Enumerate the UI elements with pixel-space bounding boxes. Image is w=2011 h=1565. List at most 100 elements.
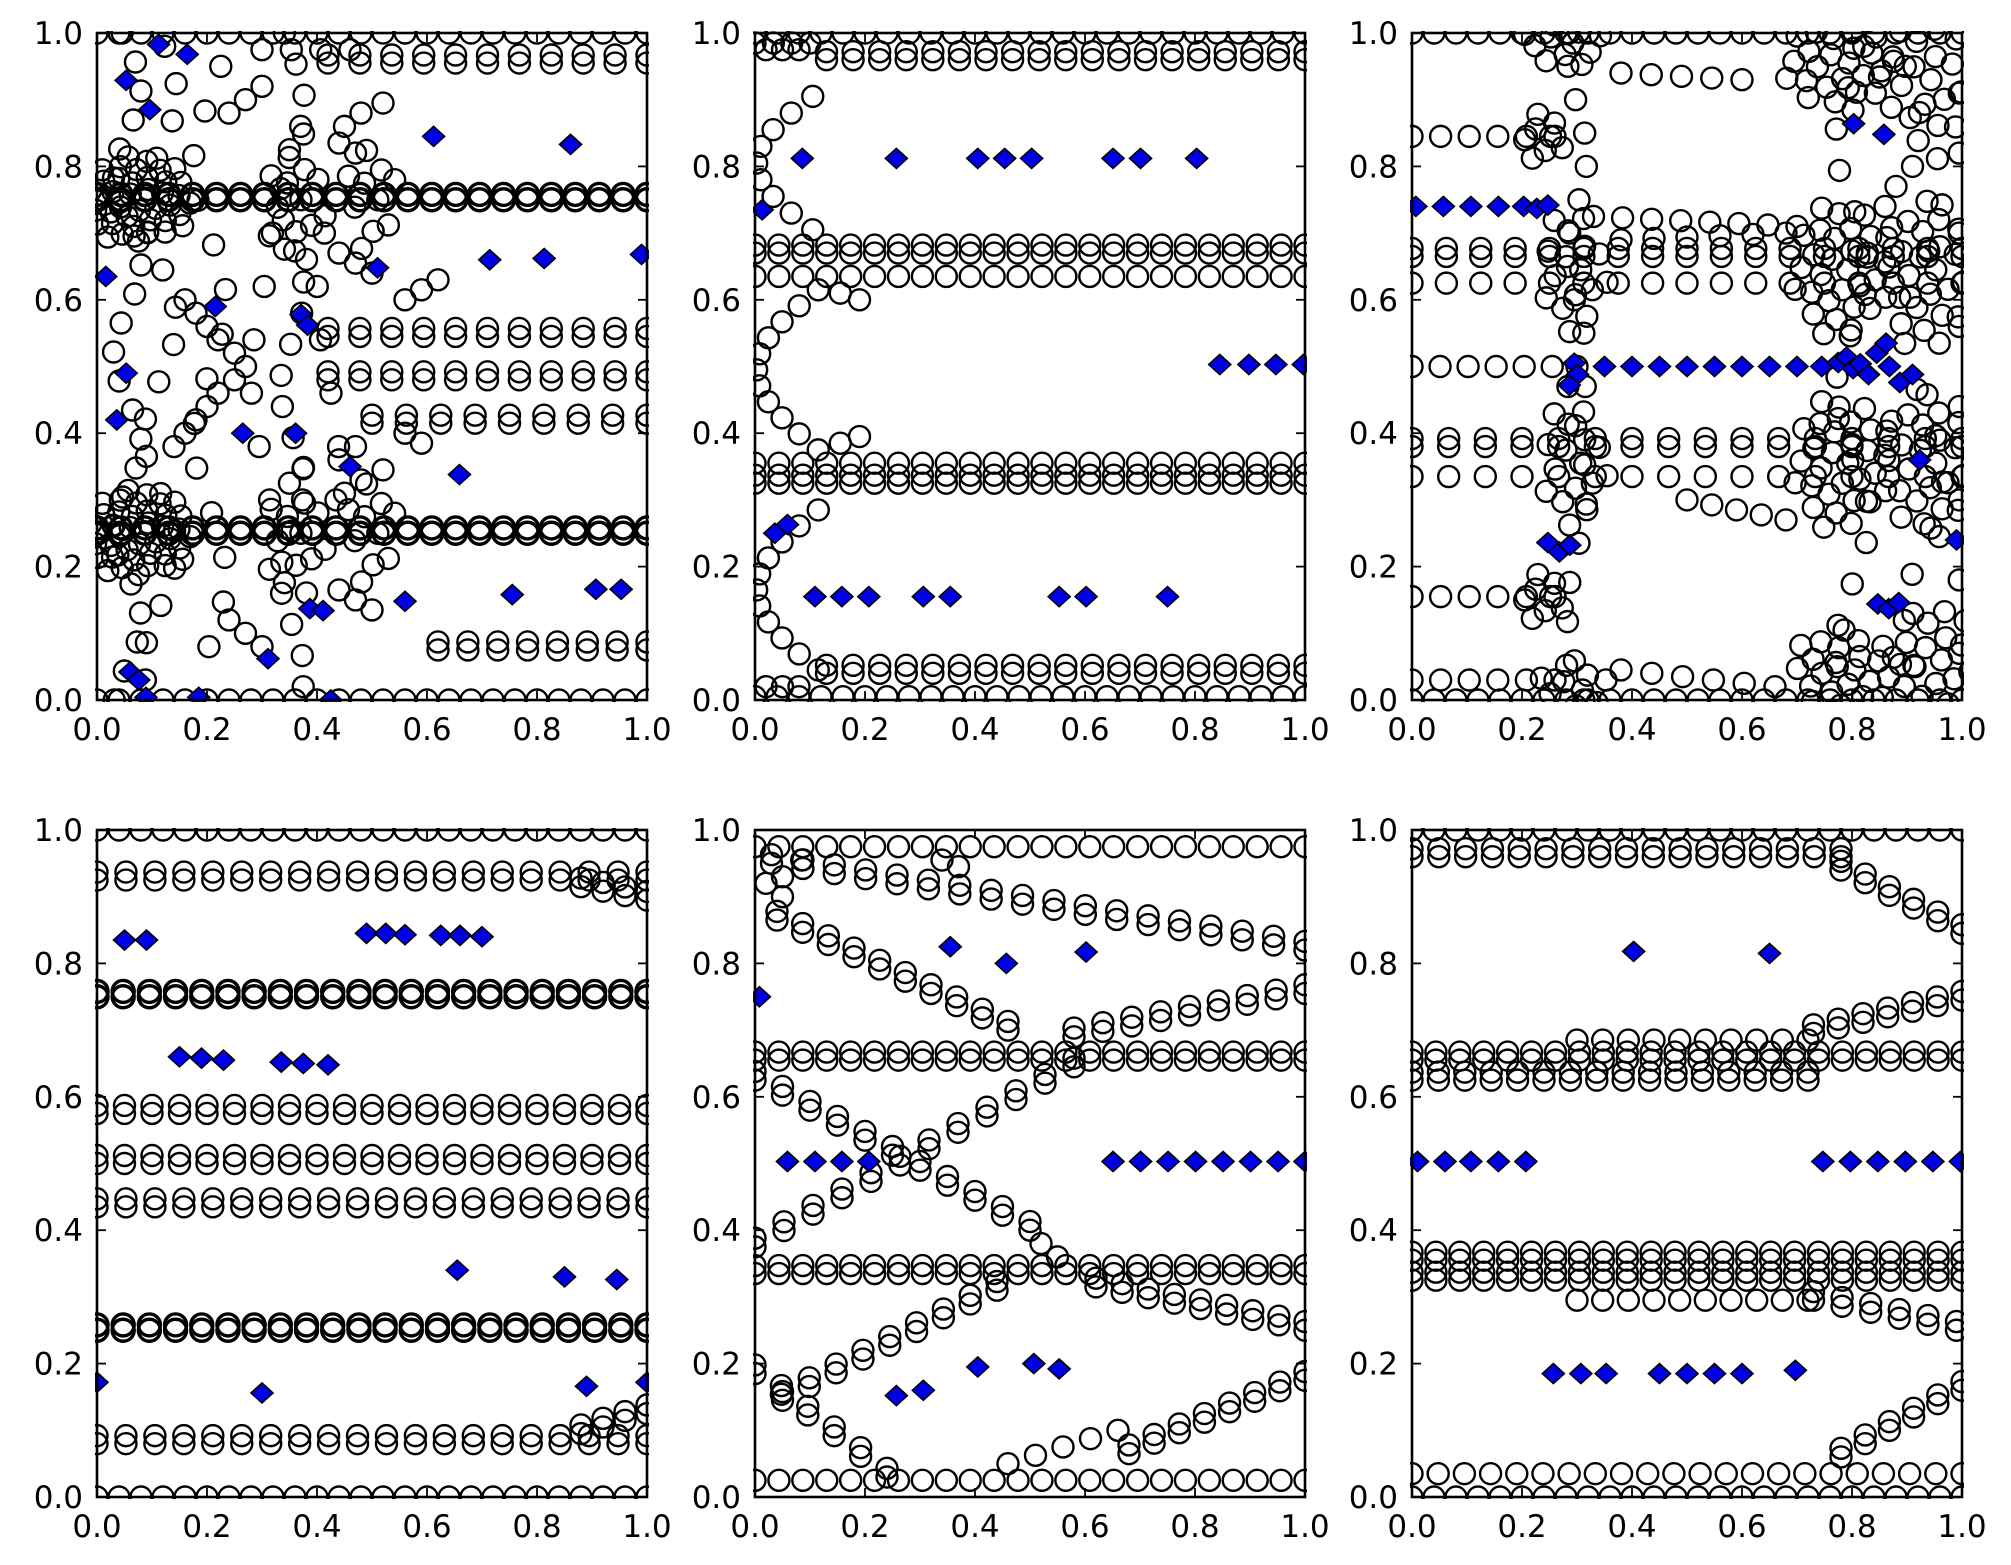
x-tick-label: 0.8 bbox=[1827, 1509, 1876, 1545]
x-tick-label: 1.0 bbox=[1937, 712, 1986, 748]
y-tick-label: 0.6 bbox=[1349, 283, 1398, 319]
y-tick-label: 0.2 bbox=[34, 550, 83, 586]
subplot-top-middle: 0.00.0 0.2 0.2 0.4 0.4 0.6 0.6 0.8 0.8 1.0 1.0 bbox=[692, 16, 1330, 748]
plot-area-top-right bbox=[1410, 31, 1964, 702]
y-tick-label: 1.0 bbox=[692, 813, 741, 849]
x-tick-label: 0.0 bbox=[72, 712, 121, 748]
x-tick-label: 0.2 bbox=[1497, 712, 1546, 748]
diamond-markers-series bbox=[1410, 940, 1964, 1385]
y-tick-label: 1.0 bbox=[1349, 813, 1398, 849]
tick-marks bbox=[96, 32, 648, 701]
y-tick-label: 0.4 bbox=[34, 416, 83, 452]
x-tick-label: 0.4 bbox=[292, 712, 341, 748]
axes-frame bbox=[753, 828, 1307, 1499]
axes-frame bbox=[95, 828, 649, 1499]
y-tick-label: 0.0 bbox=[34, 1480, 83, 1516]
diamond-markers-series bbox=[95, 922, 649, 1405]
plot-area-bottom-left bbox=[95, 828, 649, 1499]
x-tick-label: 0.0 bbox=[1387, 1509, 1436, 1545]
tick-marks bbox=[1411, 829, 1963, 1498]
y-tick-label: 0.6 bbox=[692, 1080, 741, 1116]
y-tick-label: 0.6 bbox=[692, 283, 741, 319]
bold-circle-markers-series bbox=[95, 978, 649, 1343]
diamond-markers-series bbox=[753, 147, 1307, 608]
subplot-bottom-left: 0.00.0 0.2 0.2 0.4 0.4 0.6 0.6 0.8 0.8 1.0 1.0 bbox=[34, 813, 672, 1545]
y-tick-label: 0.8 bbox=[34, 149, 83, 185]
x-tick-label: 0.2 bbox=[182, 1509, 231, 1545]
x-tick-label: 0.8 bbox=[512, 1509, 561, 1545]
x-tick-label: 0.6 bbox=[1717, 712, 1766, 748]
y-tick-label: 0.0 bbox=[1349, 683, 1398, 719]
tick-labels: 0.00.0 0.2 0.2 0.4 0.4 0.6 0.6 0.8 0.8 1.0 1.0 bbox=[34, 16, 672, 748]
subplot-bottom-middle: 0.00.0 0.2 0.2 0.4 0.4 0.6 0.6 0.8 0.8 1.0 1.0 bbox=[692, 813, 1330, 1545]
x-tick-label: 0.0 bbox=[1387, 712, 1436, 748]
y-tick-label: 1.0 bbox=[692, 16, 741, 52]
circle-markers-series bbox=[753, 834, 1307, 1493]
y-tick-label: 0.8 bbox=[692, 149, 741, 185]
tick-labels: 0.00.0 0.2 0.2 0.4 0.4 0.6 0.6 0.8 0.8 1.0 1.0 bbox=[34, 813, 672, 1545]
plot-area-bottom-middle bbox=[753, 834, 1307, 1493]
x-tick-label: 1.0 bbox=[1280, 712, 1329, 748]
diamond-markers-series bbox=[1410, 112, 1964, 620]
plot-area-top-middle bbox=[753, 31, 1307, 702]
y-tick-label: 0.2 bbox=[1349, 1347, 1398, 1383]
x-tick-label: 0.2 bbox=[840, 1509, 889, 1545]
y-tick-label: 0.2 bbox=[692, 1347, 741, 1383]
x-tick-label: 0.0 bbox=[72, 1509, 121, 1545]
y-tick-label: 0.4 bbox=[34, 1213, 83, 1249]
tick-labels: 0.00.0 0.2 0.2 0.4 0.4 0.6 0.6 0.8 0.8 1.0 1.0 bbox=[692, 813, 1330, 1545]
tick-marks bbox=[96, 829, 648, 1498]
x-tick-label: 1.0 bbox=[622, 1509, 671, 1545]
circle-markers-series bbox=[95, 31, 649, 702]
axes-frame bbox=[95, 31, 649, 702]
y-tick-label: 0.0 bbox=[692, 683, 741, 719]
y-tick-label: 0.4 bbox=[1349, 1213, 1398, 1249]
y-tick-label: 0.8 bbox=[692, 946, 741, 982]
tick-marks bbox=[754, 32, 1306, 701]
y-tick-label: 0.4 bbox=[692, 1213, 741, 1249]
subplot-bottom-right: 0.00.0 0.2 0.2 0.4 0.4 0.6 0.6 0.8 0.8 1.0 1.0 bbox=[1349, 813, 1987, 1545]
tick-marks bbox=[754, 829, 1306, 1498]
y-tick-label: 0.6 bbox=[1349, 1080, 1398, 1116]
diamond-markers-series bbox=[753, 935, 1307, 1407]
axes-frame bbox=[1410, 31, 1964, 702]
x-tick-label: 0.8 bbox=[1170, 1509, 1219, 1545]
tick-marks bbox=[1411, 32, 1963, 701]
y-tick-label: 1.0 bbox=[34, 813, 83, 849]
x-tick-label: 0.4 bbox=[950, 1509, 999, 1545]
tick-labels: 0.00.0 0.2 0.2 0.4 0.4 0.6 0.6 0.8 0.8 1.0 1.0 bbox=[1349, 813, 1987, 1545]
x-tick-label: 0.8 bbox=[1170, 712, 1219, 748]
tick-labels: 0.00.0 0.2 0.2 0.4 0.4 0.6 0.6 0.8 0.8 1.0 1.0 bbox=[1349, 16, 1987, 748]
y-tick-label: 0.4 bbox=[1349, 416, 1398, 452]
y-tick-label: 0.6 bbox=[34, 283, 83, 319]
plot-area-bottom-right bbox=[1410, 828, 1964, 1499]
subplot-top-right: 0.00.0 0.2 0.2 0.4 0.4 0.6 0.6 0.8 0.8 1.0 1.0 bbox=[1349, 16, 1987, 748]
y-tick-label: 0.6 bbox=[34, 1080, 83, 1116]
x-tick-label: 1.0 bbox=[1280, 1509, 1329, 1545]
plot-area-top-left bbox=[95, 31, 649, 702]
x-tick-label: 0.6 bbox=[402, 712, 451, 748]
x-tick-label: 0.6 bbox=[1060, 1509, 1109, 1545]
y-tick-label: 0.2 bbox=[692, 550, 741, 586]
x-tick-label: 0.4 bbox=[950, 712, 999, 748]
y-tick-label: 0.2 bbox=[1349, 550, 1398, 586]
x-tick-label: 1.0 bbox=[1937, 1509, 1986, 1545]
y-tick-label: 0.8 bbox=[1349, 149, 1398, 185]
x-tick-label: 0.4 bbox=[292, 1509, 341, 1545]
y-tick-label: 0.8 bbox=[1349, 946, 1398, 982]
x-tick-label: 0.4 bbox=[1607, 712, 1656, 748]
x-tick-label: 0.8 bbox=[512, 712, 561, 748]
x-tick-label: 0.2 bbox=[840, 712, 889, 748]
x-tick-label: 1.0 bbox=[622, 712, 671, 748]
x-tick-label: 0.6 bbox=[1060, 712, 1109, 748]
axes-frame bbox=[753, 31, 1307, 702]
x-tick-label: 0.2 bbox=[182, 712, 231, 748]
x-tick-label: 0.4 bbox=[1607, 1509, 1656, 1545]
x-tick-label: 0.0 bbox=[730, 1509, 779, 1545]
y-tick-label: 1.0 bbox=[1349, 16, 1398, 52]
x-tick-label: 0.2 bbox=[1497, 1509, 1546, 1545]
x-tick-label: 0.0 bbox=[730, 712, 779, 748]
subplot-top-left: 0.00.0 0.2 0.2 0.4 0.4 0.6 0.6 0.8 0.8 1.0 1.0 bbox=[34, 16, 672, 748]
